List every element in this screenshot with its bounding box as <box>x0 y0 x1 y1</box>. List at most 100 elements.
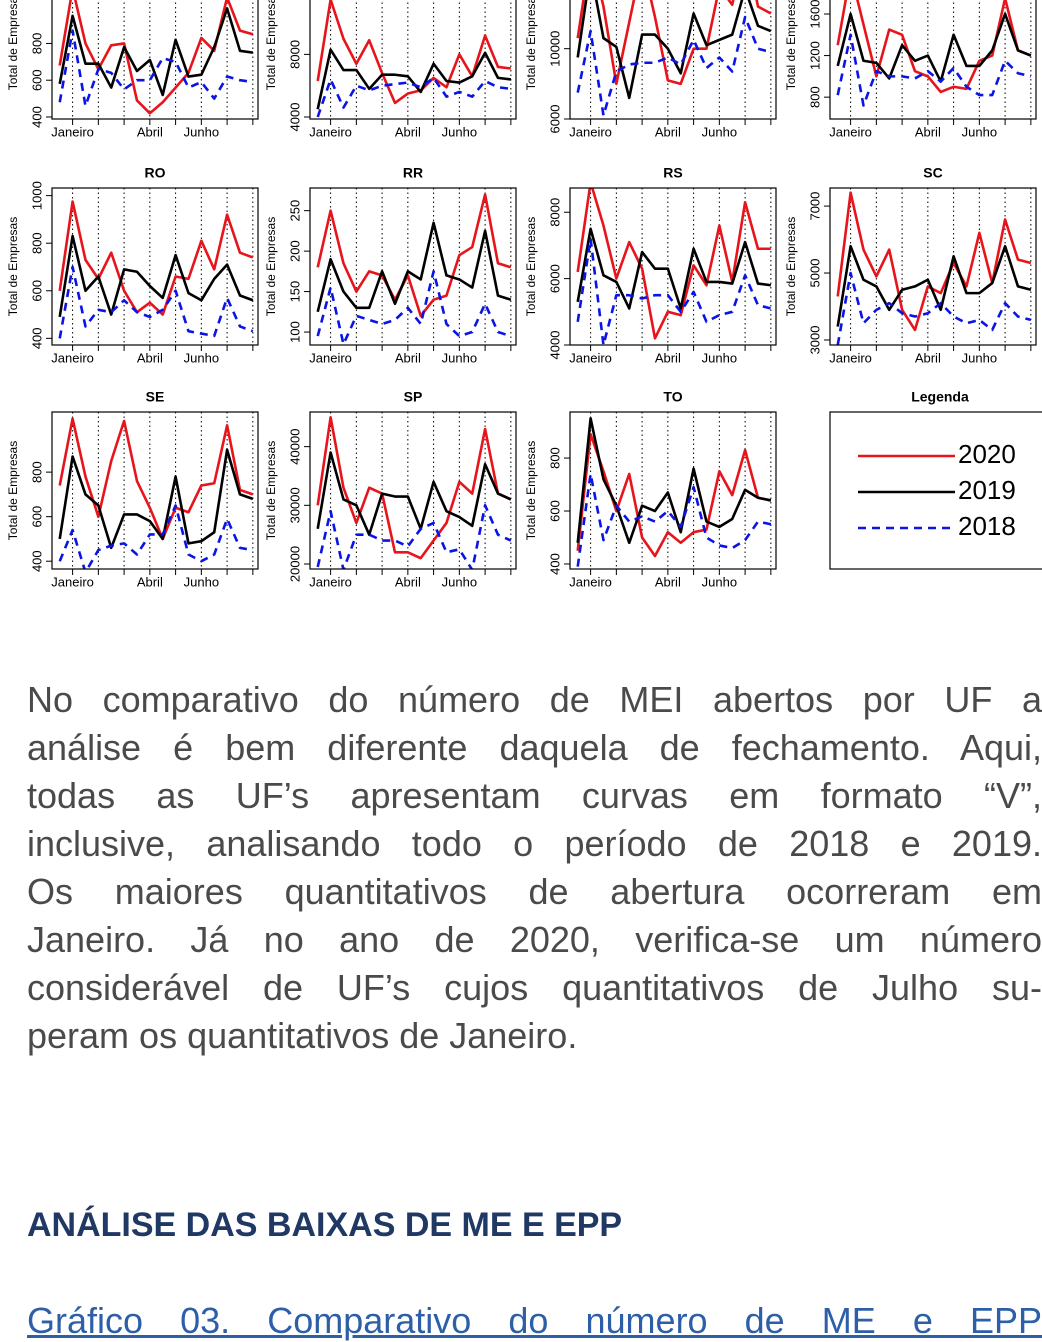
series-line <box>316 451 512 536</box>
y-axis-label: Total de Empresas <box>6 441 20 540</box>
panel-title: SE <box>146 389 165 405</box>
plot-frame <box>569 187 777 346</box>
x-tick-label: Janeiro <box>51 574 94 589</box>
plot-frame <box>51 0 259 120</box>
y-tick-label: 6000 <box>547 264 562 293</box>
plot-frame <box>569 0 777 120</box>
y-tick-label: 20000 <box>287 546 302 582</box>
paragraph-line: Janeiro. Já no ano de 2020, verifica-se … <box>27 919 1042 960</box>
series-line <box>316 76 512 118</box>
plot-frame <box>51 187 259 346</box>
y-axis-label: Total de Empresas <box>6 0 20 90</box>
y-tick-label: 600 <box>29 280 44 302</box>
y-tick-label: 400 <box>29 327 44 349</box>
series-line <box>58 7 254 97</box>
x-tick-label: Abril <box>137 350 163 365</box>
plot-frame <box>51 411 259 570</box>
x-tick-label: Abril <box>915 350 941 365</box>
x-tick-label: Junho <box>442 574 477 589</box>
y-tick-label: 30000 <box>287 487 302 523</box>
x-tick-label: Junho <box>962 350 997 365</box>
y-tick-label: 800 <box>29 461 44 483</box>
plot-frame <box>829 0 1037 120</box>
y-tick-label: 10000 <box>547 31 562 67</box>
y-tick-label: 1200 <box>807 41 822 70</box>
series-line <box>836 271 1032 345</box>
series-line <box>316 0 512 105</box>
y-tick-label: 600 <box>547 500 562 522</box>
plot-frame <box>309 0 517 120</box>
y-tick-label: 3000 <box>807 326 822 355</box>
y-tick-label: 600 <box>29 69 44 91</box>
x-tick-label: Janeiro <box>309 350 352 365</box>
y-tick-label: 400 <box>547 553 562 575</box>
series-line <box>576 237 772 345</box>
panel: Total de Empresas60001000014000JaneiroAb… <box>524 0 777 139</box>
series-line <box>836 244 1032 327</box>
paragraph-line: todas as UF’s apresentam curvas em forma… <box>27 775 1042 816</box>
series-line <box>576 472 772 567</box>
panel: RO Total de Empresas 400 600 800 1000 Janeiro A… <box>6 165 259 365</box>
x-tick-label: Janeiro <box>569 124 612 139</box>
paragraph-line: considerável de UF’s cujos quantitativos… <box>27 967 1042 1008</box>
section-heading: ANÁLISE DAS BAIXAS DE ME E EPP <box>27 1206 623 1244</box>
legend-box <box>829 411 1042 570</box>
x-tick-label: Abril <box>395 574 421 589</box>
x-tick-label: Junho <box>184 350 219 365</box>
series-line <box>836 191 1032 332</box>
series-line <box>58 200 254 316</box>
legend-label: 2018 <box>958 511 1016 541</box>
series-line <box>316 221 512 313</box>
y-tick-label: 800 <box>29 232 44 254</box>
y-tick-label: 6000 <box>547 105 562 134</box>
paragraph-line: No comparativo do número de MEI abertos … <box>27 679 1042 720</box>
panel: RS Total de Empresas 4000 6000 8000 Janeiro Ab… <box>524 165 777 365</box>
panel: SE Total de Empresas 400 600 800 Janeiro Abril… <box>6 389 259 589</box>
y-tick-label: 200 <box>287 240 302 262</box>
paragraph-line: Os maiores quantitativos de abertura oco… <box>27 871 1042 912</box>
y-tick-label: 40000 <box>287 429 302 465</box>
y-tick-label: 1600 <box>807 0 822 28</box>
x-tick-label: Janeiro <box>569 574 612 589</box>
panel-title: TO <box>663 389 682 405</box>
y-tick-label: 600 <box>29 506 44 528</box>
series-line <box>58 234 254 318</box>
x-tick-label: Junho <box>702 124 737 139</box>
panel-title: RS <box>663 165 682 181</box>
paragraph-line: peram os quantitativos de Janeiro. <box>27 1015 578 1056</box>
y-tick-label: 800 <box>547 447 562 469</box>
legend-title: Legenda <box>911 389 969 405</box>
series-line <box>58 265 254 339</box>
panel: Total de Empresas 4000 8000 Janeiro Abril Jun… <box>264 0 517 139</box>
x-tick-label: Janeiro <box>51 350 94 365</box>
x-tick-label: Junho <box>442 350 477 365</box>
paragraph-line: análise é bem diferente daquela de fecha… <box>27 727 1042 768</box>
x-tick-label: Junho <box>962 124 997 139</box>
x-tick-label: Junho <box>184 124 219 139</box>
panel: SP Total de Empresas 20000 30000 40000 Janeir… <box>264 389 517 589</box>
x-tick-label: Abril <box>137 574 163 589</box>
panel-title: RR <box>403 165 423 181</box>
x-tick-label: Janeiro <box>569 350 612 365</box>
series-line <box>576 227 772 310</box>
y-tick-label: 7000 <box>807 192 822 221</box>
legend-label: 2019 <box>958 475 1016 505</box>
y-tick-label: 400 <box>29 550 44 572</box>
x-tick-label: Abril <box>655 350 681 365</box>
series-line <box>58 29 254 108</box>
series-line <box>316 270 512 345</box>
series-line <box>316 415 512 560</box>
paragraph-line: inclusive, analisando todo o período de … <box>27 823 1042 864</box>
series-line <box>576 188 771 340</box>
y-axis-label: Total de Empresas <box>524 217 538 316</box>
x-tick-label: Abril <box>395 124 421 139</box>
y-tick-label: 4000 <box>547 331 562 360</box>
figure-caption-link[interactable]: Gráfico 03. Comparativo do número de ME … <box>27 1300 1042 1341</box>
panel-title: SC <box>923 165 942 181</box>
series-line <box>836 33 1032 107</box>
series-line <box>316 48 512 110</box>
panel-title: RO <box>145 165 166 181</box>
series-line <box>836 12 1032 83</box>
y-axis-label: Total de Empresas <box>6 217 20 316</box>
